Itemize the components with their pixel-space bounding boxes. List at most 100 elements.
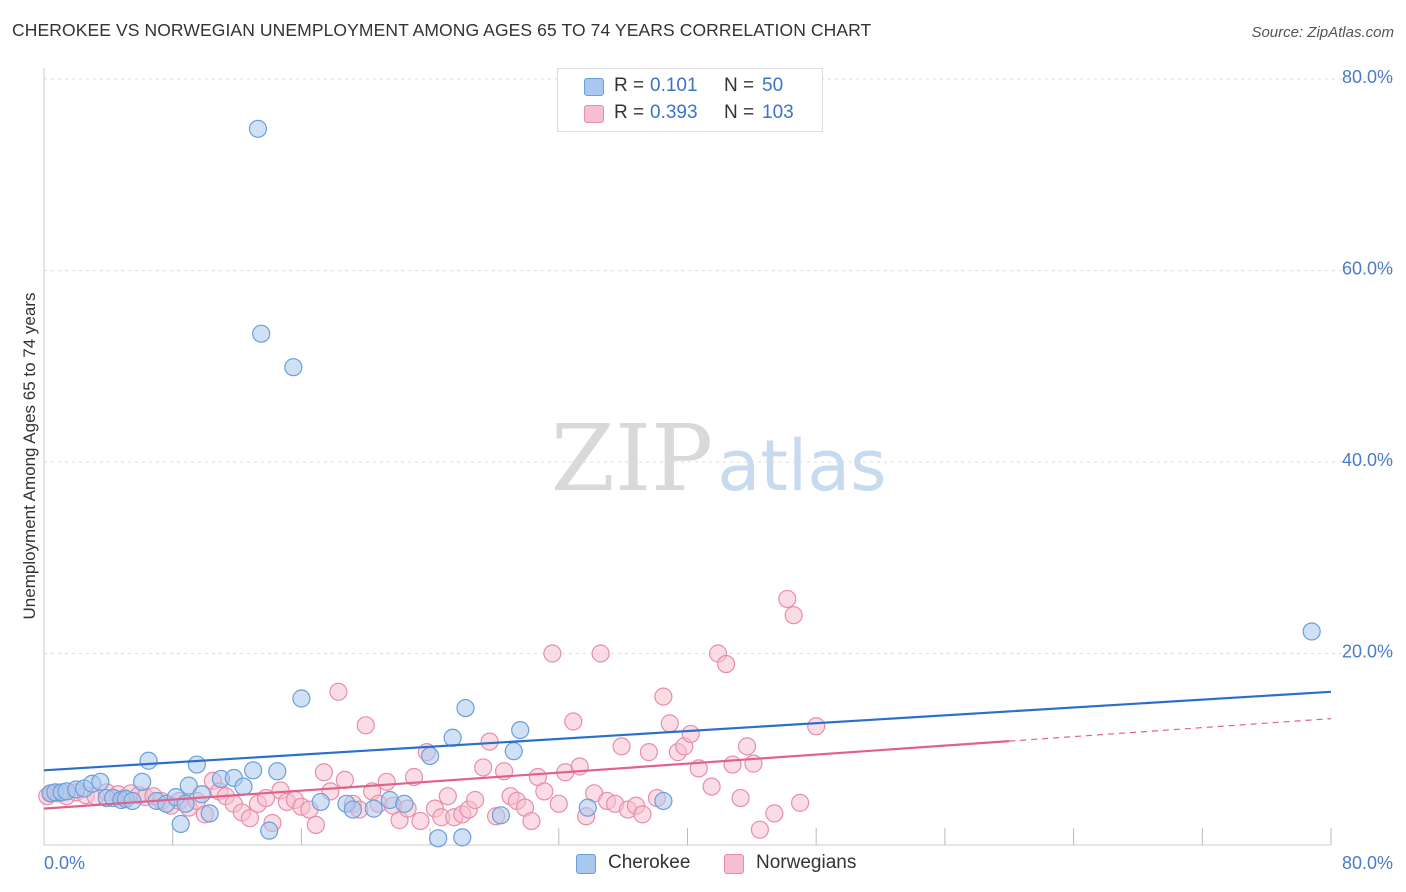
data-point <box>737 737 757 756</box>
source-label: Source: ZipAtlas.com <box>1251 24 1394 41</box>
data-point <box>453 828 472 847</box>
data-point <box>633 805 652 824</box>
bottom-legend-swatch-cherokee <box>576 854 596 874</box>
data-point <box>578 798 597 817</box>
legend-swatch-cherokee <box>584 78 604 96</box>
data-point <box>723 755 742 774</box>
legend-n-value-norwegians: 103 <box>762 102 794 123</box>
data-point <box>612 737 631 756</box>
axes <box>43 68 1332 846</box>
data-point <box>504 742 523 761</box>
data-point <box>1302 622 1321 641</box>
data-point <box>438 787 457 806</box>
data-point <box>335 770 354 789</box>
cherokee-points <box>41 119 1321 848</box>
data-point <box>474 758 493 777</box>
data-point <box>260 821 279 840</box>
watermark-atlas: atlas <box>717 425 886 507</box>
data-point <box>329 682 348 701</box>
data-point <box>268 762 287 781</box>
bottom-legend-label-cherokee: Cherokee <box>608 852 691 873</box>
watermark-zip: ZIP <box>551 405 713 512</box>
data-point <box>234 777 253 796</box>
data-point <box>443 728 462 747</box>
legend-r-label: R = <box>614 75 645 96</box>
tick-labels: 20.0% 40.0% 60.0% 80.0% 0.0% 80.0% <box>44 67 1393 873</box>
data-point <box>639 743 658 762</box>
data-point <box>187 755 206 774</box>
data-point <box>456 698 475 718</box>
trend-lines <box>43 690 1332 810</box>
data-point <box>139 751 158 770</box>
data-point <box>284 358 303 377</box>
data-point <box>466 790 485 810</box>
legend-r-value-cherokee: 0.101 <box>650 75 698 96</box>
data-point <box>252 324 271 343</box>
data-point <box>192 785 211 804</box>
bottom-legend-swatch-norwegians <box>724 854 744 874</box>
data-point <box>491 806 510 825</box>
legend-row-cherokee: R = 0.101 N = 50 <box>558 74 822 100</box>
data-point <box>200 804 219 823</box>
data-point <box>681 724 700 744</box>
data-point <box>314 763 334 782</box>
data-point <box>778 589 797 609</box>
trend-line-norwegians-extrapolated <box>1009 718 1332 742</box>
data-point <box>244 761 263 780</box>
grid <box>44 78 1392 654</box>
legend-swatch-norwegians <box>584 105 604 123</box>
legend: R = 0.101 N = 50 R = 0.393 N = 103 <box>557 68 823 132</box>
data-point <box>591 644 610 663</box>
data-point <box>91 772 110 791</box>
data-point <box>765 804 784 823</box>
y-tick-label: 20.0% <box>1342 642 1393 662</box>
data-point <box>411 811 430 831</box>
data-point <box>364 799 383 818</box>
data-point <box>564 712 583 731</box>
data-point <box>511 720 530 740</box>
legend-n-label: N = <box>724 102 755 123</box>
data-point <box>377 772 396 791</box>
data-point <box>522 811 541 831</box>
data-point <box>133 772 152 791</box>
data-point <box>807 717 826 736</box>
data-point <box>240 809 260 828</box>
x-tick-label: 0.0% <box>44 853 85 873</box>
trend-line-cherokee <box>43 690 1332 772</box>
data-point <box>356 716 375 735</box>
y-tick-label: 40.0% <box>1342 450 1393 470</box>
data-point <box>292 689 311 708</box>
data-point <box>404 767 424 787</box>
y-tick-label: 80.0% <box>1342 67 1393 87</box>
data-point <box>306 815 325 834</box>
data-point <box>171 814 190 834</box>
data-point <box>791 793 810 812</box>
legend-n-label: N = <box>724 75 755 96</box>
data-point <box>343 800 362 819</box>
data-point <box>429 829 448 848</box>
data-point <box>654 687 673 706</box>
legend-r-value-norwegians: 0.393 <box>650 102 698 123</box>
data-point <box>535 782 554 801</box>
data-point <box>654 791 673 811</box>
bottom-legend-label-norwegians: Norwegians <box>756 852 857 873</box>
trend-line-norwegians <box>43 740 1010 810</box>
data-point <box>395 794 414 813</box>
data-point <box>717 654 736 674</box>
legend-row-norwegians: R = 0.393 N = 103 <box>558 101 822 127</box>
y-tick-label: 60.0% <box>1342 259 1393 279</box>
data-point <box>480 732 499 751</box>
watermark: ZIP atlas <box>551 405 887 512</box>
data-point <box>731 788 750 808</box>
data-point <box>421 746 440 766</box>
legend-n-value-cherokee: 50 <box>762 75 784 96</box>
legend-r-label: R = <box>614 102 645 123</box>
data-point <box>549 794 568 813</box>
data-point <box>784 606 803 625</box>
data-point <box>543 644 562 663</box>
data-point <box>179 776 198 795</box>
data-point <box>660 714 679 733</box>
data-point <box>750 820 769 839</box>
data-point <box>702 777 721 796</box>
